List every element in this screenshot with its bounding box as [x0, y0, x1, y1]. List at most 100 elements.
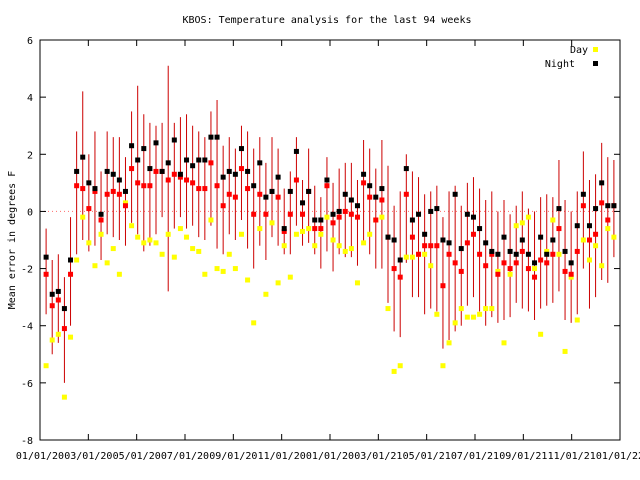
night-point	[98, 211, 104, 217]
night-point	[452, 191, 458, 197]
y-tick-label: -8	[21, 436, 33, 447]
night-point	[464, 211, 470, 217]
day-point	[165, 231, 171, 237]
day-point	[293, 231, 299, 237]
night-point	[122, 188, 128, 194]
mean-point	[446, 251, 452, 257]
night-point	[342, 191, 348, 197]
x-tick-label: 05/01/20	[113, 451, 161, 462]
night-point	[440, 237, 446, 243]
mean-point	[129, 166, 135, 172]
night-point	[599, 180, 605, 186]
mean-point	[74, 183, 80, 189]
day-point	[245, 277, 251, 283]
night-point	[92, 186, 98, 192]
night-point	[477, 226, 483, 232]
day-point	[208, 217, 214, 223]
mean-point	[354, 214, 360, 220]
day-point	[49, 337, 55, 343]
day-point	[519, 220, 525, 226]
night-point	[416, 211, 422, 217]
day-point	[318, 231, 324, 237]
x-tick-label: 01/01/20	[16, 451, 64, 462]
night-point	[568, 260, 574, 266]
night-point	[55, 288, 61, 294]
day-point	[428, 263, 434, 269]
night-point	[80, 154, 86, 160]
mean-point	[238, 166, 244, 172]
day-point	[403, 254, 409, 260]
night-point	[336, 208, 342, 214]
day-point	[98, 231, 104, 237]
mean-point	[55, 297, 61, 303]
day-point	[80, 214, 86, 220]
y-axis-label: Mean error in degrees F	[7, 171, 18, 309]
night-point	[348, 197, 354, 203]
mean-point	[562, 268, 568, 274]
mean-point	[190, 180, 196, 186]
x-tick-label: 07/01/21	[451, 451, 499, 462]
night-point	[135, 157, 141, 163]
mean-point	[361, 180, 367, 186]
mean-point	[593, 231, 599, 237]
day-point	[483, 306, 489, 312]
mean-point	[519, 248, 525, 254]
mean-point	[379, 197, 385, 203]
mean-point	[477, 251, 483, 257]
mean-point	[226, 191, 232, 197]
night-point	[275, 174, 281, 180]
mean-point	[147, 183, 153, 189]
night-point	[269, 188, 275, 194]
day-point	[177, 226, 183, 232]
day-point	[129, 223, 135, 229]
day-point	[361, 240, 367, 246]
day-point	[397, 363, 403, 369]
night-point	[68, 257, 74, 263]
mean-point	[104, 191, 110, 197]
day-point	[263, 291, 269, 297]
night-point	[202, 157, 208, 163]
day-point	[122, 200, 128, 206]
day-point	[544, 248, 550, 254]
night-point	[361, 171, 367, 177]
day-point	[153, 240, 159, 246]
day-point	[300, 228, 306, 234]
day-point	[251, 320, 257, 326]
mean-point	[489, 251, 495, 257]
mean-point	[513, 260, 519, 266]
night-point	[458, 246, 464, 252]
mean-point	[483, 263, 489, 269]
night-point	[330, 211, 336, 217]
night-point	[513, 251, 519, 257]
day-point	[556, 251, 562, 257]
mean-point	[61, 326, 67, 332]
mean-point	[293, 177, 299, 183]
day-point	[470, 314, 476, 320]
night-point	[574, 223, 580, 229]
day-point	[74, 257, 80, 263]
y-tick-label: 2	[27, 150, 33, 161]
day-point	[574, 317, 580, 323]
mean-point	[440, 283, 446, 289]
night-point	[245, 168, 251, 174]
mean-point	[312, 226, 318, 232]
night-point	[495, 251, 501, 257]
day-point	[495, 268, 501, 274]
mean-point	[135, 180, 141, 186]
mean-point	[501, 260, 507, 266]
mean-point	[397, 274, 403, 280]
day-point	[568, 274, 574, 280]
day-point	[269, 220, 275, 226]
mean-point	[416, 251, 422, 257]
day-point	[159, 251, 165, 257]
night-point	[544, 251, 550, 257]
night-point	[220, 174, 226, 180]
day-point	[324, 214, 330, 220]
mean-point	[348, 211, 354, 217]
mean-point	[336, 214, 342, 220]
night-point	[367, 183, 373, 189]
mean-point	[177, 174, 183, 180]
night-point	[306, 188, 312, 194]
night-point	[147, 166, 153, 172]
